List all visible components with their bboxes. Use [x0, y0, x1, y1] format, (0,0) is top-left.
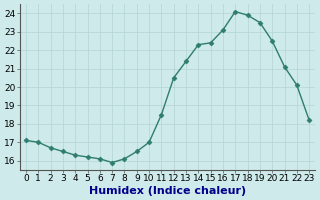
X-axis label: Humidex (Indice chaleur): Humidex (Indice chaleur) [89, 186, 246, 196]
